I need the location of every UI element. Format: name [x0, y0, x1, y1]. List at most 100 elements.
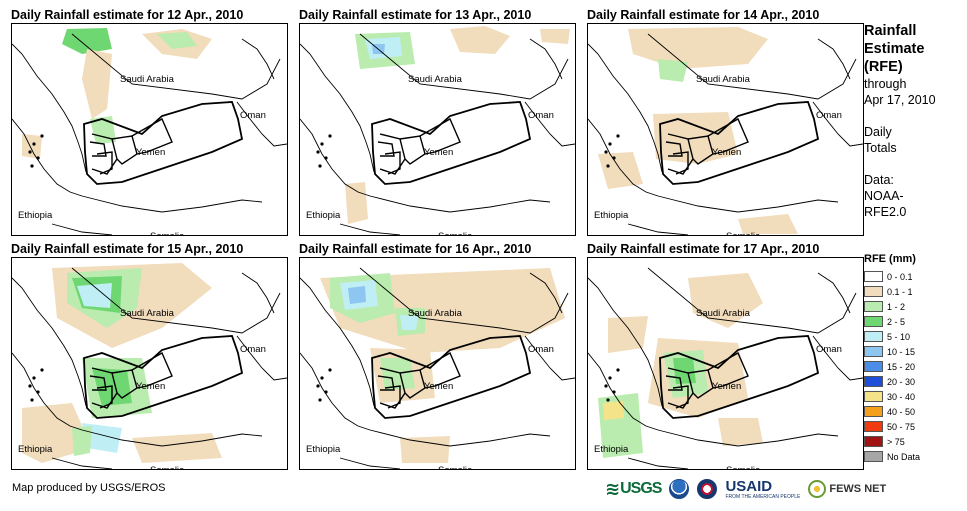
sidebar-title-line: Rainfall — [864, 23, 917, 39]
sidebar-source-line: NOAA- — [864, 189, 904, 203]
legend-swatch — [864, 346, 883, 357]
somalia-coast — [657, 429, 839, 447]
country-label: Somalia — [150, 231, 185, 235]
country-label: Somalia — [150, 465, 185, 469]
persian-gulf-coast — [529, 272, 563, 314]
island-marker — [316, 384, 320, 388]
somalia-coast — [369, 429, 551, 447]
arabia-north-border — [359, 33, 569, 100]
yemen-admin-4 — [707, 118, 749, 155]
arabia-north-border — [71, 267, 281, 334]
legend-title: RFE (mm) — [864, 253, 916, 265]
country-label: Ethiopia — [594, 444, 629, 455]
usaid-logo-subtitle: FROM THE AMERICAN PEOPLE — [725, 494, 801, 500]
country-label: Saudi Arabia — [696, 308, 751, 319]
legend-label: 2 - 5 — [887, 316, 906, 327]
noaa-logo-icon — [669, 479, 690, 499]
persian-gulf-coast — [241, 38, 275, 80]
country-label: Oman — [816, 110, 842, 121]
island-marker — [608, 142, 612, 146]
legend-label: 30 - 40 — [887, 391, 916, 402]
panel-title: Daily Rainfall estimate for 13 Apr., 201… — [299, 8, 532, 22]
legend-swatch — [864, 406, 883, 417]
sidebar-date: Apr 17, 2010 — [864, 93, 936, 107]
red-sea-east-coast — [12, 43, 87, 173]
red-sea-east-coast — [588, 43, 663, 173]
country-label: Oman — [240, 344, 266, 355]
legend-label: 20 - 30 — [887, 376, 916, 387]
legend-item: 1 - 2 — [864, 299, 920, 314]
yemen-admin-5 — [377, 375, 395, 391]
island-marker — [30, 164, 34, 168]
island-marker — [328, 134, 332, 138]
rainfall-area — [450, 26, 510, 54]
map-frame: Saudi Arabia Oman Yemen Ethiopia Somalia — [587, 23, 864, 236]
somalia-border — [51, 457, 113, 469]
island-marker — [604, 384, 608, 388]
rainfall-area — [62, 28, 112, 54]
map-panel-13-apr: Daily Rainfall estimate for 13 Apr., 201… — [299, 8, 584, 236]
yemen-admin-4 — [419, 118, 461, 155]
yemen-admin-3 — [96, 151, 113, 175]
country-label: Oman — [816, 344, 842, 355]
country-label: Saudi Arabia — [120, 74, 175, 85]
country-label: Ethiopia — [18, 210, 53, 221]
legend-label: 10 - 15 — [887, 346, 916, 357]
country-label: Yemen — [136, 147, 165, 158]
rainfall-area — [22, 134, 42, 159]
yemen-admin-4 — [131, 118, 173, 155]
legend-swatch — [864, 421, 883, 432]
rainfall-area — [345, 182, 368, 224]
usaid-seal-icon — [697, 479, 718, 499]
map-panel-15-apr: Daily Rainfall estimate for 15 Apr., 201… — [11, 242, 296, 470]
legend-swatch — [864, 271, 883, 282]
country-label: Oman — [240, 110, 266, 121]
map-panel-17-apr: Daily Rainfall estimate for 17 Apr., 201… — [587, 242, 872, 470]
legend-item: 0 - 0.1 — [864, 269, 920, 284]
country-label: Yemen — [712, 147, 741, 158]
somalia-border — [51, 223, 113, 235]
legend-item: No Data — [864, 449, 920, 464]
sidebar-title-line: (RFE) — [864, 59, 903, 75]
somalia-coast — [81, 429, 263, 447]
usgs-logo: ≋ USGS — [605, 479, 662, 500]
red-sea-west-coast — [588, 352, 659, 431]
somalia-border — [339, 223, 401, 235]
rainfall-area — [82, 423, 122, 453]
legend-item: 10 - 15 — [864, 344, 920, 359]
country-label: Somalia — [438, 465, 473, 469]
island-marker — [32, 142, 36, 146]
persian-gulf-coast — [529, 38, 563, 80]
fews-globe-icon — [808, 480, 827, 498]
rfe-legend: RFE (mm) 0 - 0.1 0.1 - 1 1 - 2 2 - 5 5 - 10 1… — [864, 253, 920, 464]
usgs-logo-text: USGS — [620, 480, 662, 497]
rainfall-area — [598, 152, 643, 189]
country-label: Yemen — [424, 147, 453, 158]
rainfall-area — [400, 436, 450, 463]
country-label: Yemen — [712, 381, 741, 392]
map-background — [300, 24, 575, 235]
island-marker — [604, 150, 608, 154]
legend-item: 5 - 10 — [864, 329, 920, 344]
legend-label: > 75 — [887, 436, 905, 447]
legend-label: 40 - 50 — [887, 406, 916, 417]
island-marker — [30, 398, 34, 402]
yemen-admin-3 — [384, 151, 401, 175]
panel-title: Daily Rainfall estimate for 14 Apr., 201… — [587, 8, 820, 22]
legend-item: 0.1 - 1 — [864, 284, 920, 299]
rainfall-area — [738, 214, 798, 234]
arabia-north-border — [647, 33, 857, 100]
red-sea-east-coast — [588, 277, 663, 407]
yemen-admin-5 — [377, 141, 395, 157]
rainfall-area — [380, 358, 415, 390]
country-label: Saudi Arabia — [408, 308, 463, 319]
arabia-north-border — [647, 267, 857, 334]
country-label: Somalia — [438, 231, 473, 235]
country-label: Saudi Arabia — [408, 74, 463, 85]
country-label: Somalia — [726, 231, 761, 235]
legend-label: 0 - 0.1 — [887, 271, 913, 282]
legend-item: 15 - 20 — [864, 359, 920, 374]
country-label: Ethiopia — [306, 444, 341, 455]
country-label: Somalia — [726, 465, 761, 469]
map-background — [12, 24, 287, 235]
